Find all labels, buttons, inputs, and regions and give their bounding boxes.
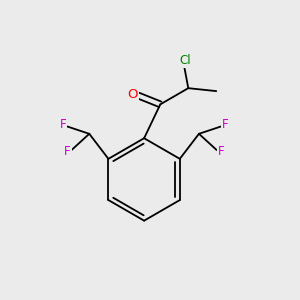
Text: Cl: Cl bbox=[179, 54, 191, 67]
Text: F: F bbox=[222, 118, 229, 131]
Text: F: F bbox=[218, 145, 224, 158]
Text: F: F bbox=[59, 118, 66, 131]
Text: F: F bbox=[64, 145, 70, 158]
Text: O: O bbox=[128, 88, 138, 100]
